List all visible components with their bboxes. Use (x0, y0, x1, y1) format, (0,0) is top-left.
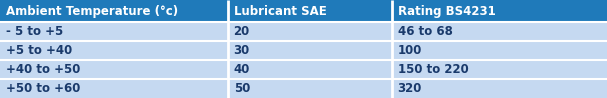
Text: - 5 to +5: - 5 to +5 (6, 25, 63, 38)
Bar (0, 60, 228, 79)
Text: +5 to +40: +5 to +40 (6, 44, 72, 57)
Bar (392, 79, 607, 98)
Bar (0, 79, 228, 98)
Bar (392, 41, 607, 60)
Bar (228, 79, 392, 98)
Text: Ambient Temperature (°c): Ambient Temperature (°c) (6, 5, 178, 18)
Bar (0, 22, 228, 41)
Text: 40: 40 (234, 63, 250, 76)
Text: 30: 30 (234, 44, 250, 57)
Text: Rating BS4231: Rating BS4231 (398, 5, 495, 18)
Bar (392, 22, 607, 41)
Text: 50: 50 (234, 82, 250, 95)
Text: 150 to 220: 150 to 220 (398, 63, 468, 76)
Text: +40 to +50: +40 to +50 (6, 63, 80, 76)
Text: 20: 20 (234, 25, 250, 38)
Text: 46 to 68: 46 to 68 (398, 25, 452, 38)
Text: +50 to +60: +50 to +60 (6, 82, 80, 95)
Bar (0, 41, 228, 60)
Bar (392, 60, 607, 79)
Text: Lubricant SAE: Lubricant SAE (234, 5, 327, 18)
Text: 320: 320 (398, 82, 422, 95)
Bar (228, 60, 392, 79)
Bar (228, 41, 392, 60)
Text: 100: 100 (398, 44, 422, 57)
Bar (0, 0, 228, 22)
Bar (392, 0, 607, 22)
Bar (228, 0, 392, 22)
Bar (228, 22, 392, 41)
